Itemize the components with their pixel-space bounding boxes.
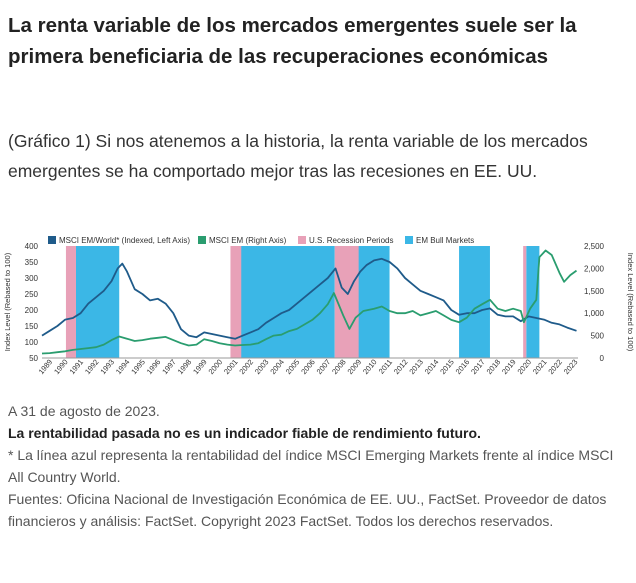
x-tick-label: 2014 [423,358,441,377]
y-left-tick-label: 50 [29,354,38,363]
x-tick-label: 1996 [145,358,163,377]
y-left-tick-label: 200 [25,306,39,315]
legend: MSCI EM/World* (Indexed, Left Axis) MSCI … [48,236,474,245]
legend-label: U.S. Recession Periods [309,236,393,245]
x-tick-label: 2000 [207,358,225,377]
legend-swatch [405,236,413,244]
x-tick-label: 1999 [191,358,209,377]
msci-em-line [41,249,578,355]
recession-band [65,246,76,358]
x-tick-label: 2009 [346,358,364,377]
x-tick-label: 2023 [562,358,580,377]
recession-band [523,246,527,358]
y-right-axis-label: Index Level (Rebased to 100) [626,253,635,352]
bull-market-band [75,246,120,358]
y-right-tick-label: 1,500 [584,287,605,296]
x-tick-label: 1998 [176,358,194,377]
x-tick-label: 1994 [114,358,132,377]
y-left-tick-label: 300 [25,274,39,283]
legend-swatch [198,236,206,244]
x-tick-label: 2012 [392,358,410,377]
x-tick-label: 2005 [284,358,302,377]
bull-market-band [526,246,540,358]
x-tick-label: 2021 [531,358,549,377]
legend-swatch [298,236,306,244]
x-tick-label: 2019 [500,358,518,377]
legend-label: MSCI EM (Right Axis) [209,236,287,245]
x-tick-label: 2002 [237,358,255,377]
x-tick-label: 2003 [253,358,271,377]
page-title: La renta variable de los mercados emerge… [8,14,577,68]
performance-disclaimer: La rentabilidad pasada no es un indicado… [8,425,481,441]
x-tick-label: 2007 [315,358,333,377]
x-tick-label: 2011 [377,358,394,376]
msci-em-world-line [41,257,577,340]
x-tick-label: 2010 [361,358,379,377]
chart-container: 50 100 150 200 250 300 350 400 Index Level (Reba… [0,234,636,384]
x-tick-label: 2015 [438,358,456,377]
footnote: * La línea azul representa la rentabilid… [8,447,614,485]
chart: 50 100 150 200 250 300 350 400 Index Level (Reba… [3,236,635,377]
chart-subtitle: (Gráfico 1) Si nos atenemos a la histori… [8,131,588,181]
shaded-bands [65,246,540,358]
x-tick-label: 2013 [407,358,425,377]
as-of-date: A 31 de agosto de 2023. [8,403,160,419]
x-tick-label: 2018 [485,358,503,377]
x-tick-label: 2008 [330,358,348,377]
x-tick-label: 1991 [68,358,86,377]
x-tick-label: 1993 [98,358,116,377]
y-right-tick-label: 0 [600,354,605,363]
y-right-tick-label: 2,500 [584,242,605,251]
x-tick-label: 2016 [454,358,472,377]
x-tick-label: 2004 [268,358,286,377]
y-left-tick-label: 400 [25,242,39,251]
x-tick-label: 1997 [160,358,178,377]
sources: Fuentes: Oficina Nacional de Investigaci… [8,491,607,529]
x-tick-label: 2022 [546,358,564,377]
y-left-tick-label: 100 [25,338,39,347]
chart-notes: A 31 de agosto de 2023. La rentabilidad … [8,400,628,532]
series-lines [41,249,578,355]
bull-market-band [238,246,335,358]
legend-label: MSCI EM/World* (Indexed, Left Axis) [59,236,190,245]
x-tick-label: 2006 [299,358,317,377]
y-left-tick-label: 150 [25,322,39,331]
x-axis: 1989199019911992199319941995199619971998… [37,357,580,377]
x-tick-label: 2020 [515,358,533,377]
y-right-tick-label: 2,000 [584,264,605,273]
recession-band [230,246,242,358]
x-tick-label: 1995 [129,358,147,377]
recession-band [334,246,359,358]
legend-label: EM Bull Markets [416,236,474,245]
left-axis: 50 100 150 200 250 300 350 400 Index Level (Reba… [3,242,39,363]
x-tick-label: 1989 [37,358,55,377]
y-left-tick-label: 250 [25,290,39,299]
x-tick-label: 2017 [469,358,487,377]
right-axis: 0 500 1,000 1,500 2,000 2,500 Index Level (Reb… [584,242,635,363]
x-tick-label: 1992 [83,358,101,377]
y-right-tick-label: 1,000 [584,309,605,318]
y-left-tick-label: 350 [25,258,39,267]
x-tick-label: 2001 [222,358,240,377]
legend-swatch [48,236,56,244]
y-right-tick-label: 500 [591,332,605,341]
x-tick-label: 1990 [52,358,70,377]
y-left-axis-label: Index Level (Rebased to 100) [3,252,12,351]
